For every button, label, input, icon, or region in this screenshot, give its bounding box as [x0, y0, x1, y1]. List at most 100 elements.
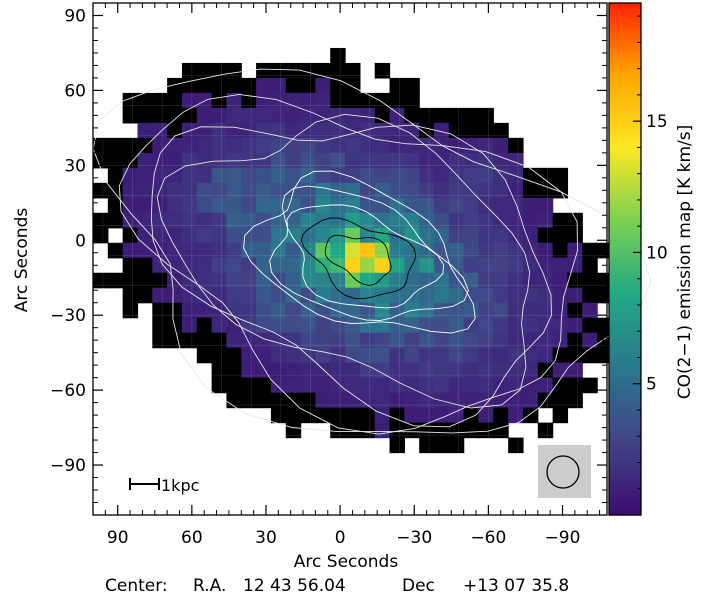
x-tick-label: −90: [545, 528, 581, 548]
map-cell: [122, 242, 139, 259]
colorbar-band: [609, 291, 641, 296]
colorbar-band: [609, 315, 641, 320]
colorbar-band: [609, 203, 641, 208]
map-cell: [167, 77, 183, 94]
map-cell: [122, 197, 139, 214]
colorbar-band: [609, 195, 641, 200]
map-cell: [552, 347, 569, 364]
map-cell: [389, 422, 405, 439]
map-cell: [315, 167, 331, 184]
map-cell: [419, 347, 435, 364]
map-cell: [256, 272, 272, 289]
map-cell: [107, 137, 124, 154]
map-cell: [285, 77, 302, 94]
map-cell: [419, 302, 435, 319]
map-cell: [493, 242, 509, 259]
map-cell: [359, 407, 376, 424]
map-cell: [389, 362, 405, 379]
map-cell: [196, 227, 213, 244]
map-cell: [345, 197, 361, 214]
map-cell: [478, 122, 494, 139]
map-cell: [256, 377, 272, 394]
map-cell: [196, 77, 213, 94]
colorbar-band: [609, 383, 641, 388]
map-cell: [181, 62, 198, 79]
colorbar-band: [609, 223, 641, 228]
map-cell: [359, 137, 376, 154]
map-cell: [434, 197, 450, 214]
map-cell: [404, 197, 420, 214]
map-cell: [300, 62, 317, 79]
map-cell: [285, 242, 302, 259]
map-cell: [256, 347, 272, 364]
map-cell: [181, 92, 198, 109]
map-cell: [419, 317, 435, 334]
colorbar-band: [609, 347, 641, 352]
map-cell: [419, 422, 435, 439]
map-cell: [463, 197, 480, 214]
colorbar-band: [609, 163, 641, 168]
map-cell: [315, 332, 331, 349]
colorbar-band: [609, 271, 641, 276]
map-cell: [315, 377, 331, 394]
map-cell: [107, 197, 124, 214]
colorbar-band: [609, 319, 641, 324]
map-cell: [330, 242, 346, 259]
map-cell: [567, 332, 583, 349]
map-cell: [389, 317, 405, 334]
map-cell: [226, 227, 242, 244]
map-cell: [359, 377, 376, 394]
map-cell: [359, 152, 376, 169]
map-cell: [419, 197, 435, 214]
map-cell: [300, 197, 317, 214]
map-cell: [122, 167, 139, 184]
map-cell: [330, 137, 346, 154]
colorbar-band: [609, 75, 641, 80]
map-cell: [285, 377, 302, 394]
map-cell: [463, 302, 480, 319]
map-cell: [374, 182, 391, 199]
map-cell: [389, 257, 405, 274]
map-cell: [285, 407, 302, 424]
map-cell: [285, 287, 302, 304]
map-cell: [107, 152, 124, 169]
map-cell: [478, 227, 494, 244]
map-cell: [478, 317, 494, 334]
map-cell: [315, 92, 331, 109]
map-cell: [345, 242, 361, 259]
colorbar-band: [609, 51, 641, 56]
map-cell: [567, 392, 583, 409]
map-cell: [448, 272, 465, 289]
map-cell: [211, 242, 228, 259]
map-cell: [270, 392, 287, 409]
colorbar-band: [609, 499, 641, 504]
map-cell: [419, 152, 435, 169]
colorbar-band: [609, 459, 641, 464]
map-cell: [359, 167, 376, 184]
map-cell: [285, 392, 302, 409]
map-cell: [537, 182, 554, 199]
map-cell: [478, 407, 494, 424]
map-cell: [256, 302, 272, 319]
map-cell: [270, 302, 287, 319]
colorbar-band: [609, 243, 641, 248]
map-cell: [256, 137, 272, 154]
map-cell: [374, 392, 391, 409]
map-cell: [374, 287, 391, 304]
map-cell: [241, 257, 257, 274]
map-cell: [300, 332, 317, 349]
map-cell: [434, 242, 450, 259]
map-cell: [404, 212, 420, 229]
map-cell: [419, 437, 435, 454]
map-cell: [241, 92, 257, 109]
map-cell: [270, 287, 287, 304]
map-cell: [226, 392, 242, 409]
map-cell: [448, 257, 465, 274]
map-cell: [434, 422, 450, 439]
colorbar-band: [609, 251, 641, 256]
map-cell: [211, 212, 228, 229]
colorbar-band: [609, 475, 641, 480]
map-cell: [285, 167, 302, 184]
map-cell: [211, 137, 228, 154]
